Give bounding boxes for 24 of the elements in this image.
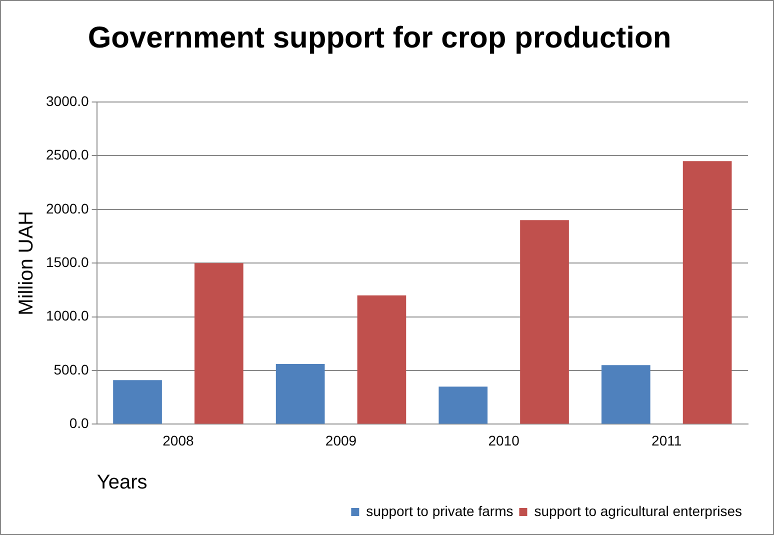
bar	[682, 161, 732, 424]
x-tick-label: 2008	[162, 432, 194, 448]
y-tick-label: 2000.0	[46, 200, 90, 216]
y-tick-label: 500.0	[54, 361, 90, 378]
bar	[601, 365, 650, 424]
x-tick-label: 2011	[652, 432, 682, 448]
x-axis-title: Years	[96, 472, 148, 494]
x-tick-label: 2010	[488, 432, 520, 448]
bar	[520, 220, 569, 424]
y-tick-label: 0.0	[69, 415, 90, 432]
legend-label: support to private farms	[366, 502, 514, 519]
y-tick-label: 3000.0	[46, 92, 90, 109]
bar	[276, 364, 325, 424]
chart-title: Government support for crop production	[88, 21, 672, 54]
bar	[194, 263, 244, 424]
bar	[438, 386, 488, 424]
bar	[357, 295, 406, 424]
y-tick-label: 1500.0	[46, 254, 90, 270]
x-tick-label: 2009	[325, 432, 357, 448]
legend-label: support to agricultural enterprises	[534, 502, 742, 519]
bar	[113, 380, 162, 424]
y-axis-title: Million UAH	[16, 210, 38, 316]
y-tick-label: 1000.0	[46, 308, 90, 324]
y-tick-label: 2500.0	[46, 146, 90, 163]
